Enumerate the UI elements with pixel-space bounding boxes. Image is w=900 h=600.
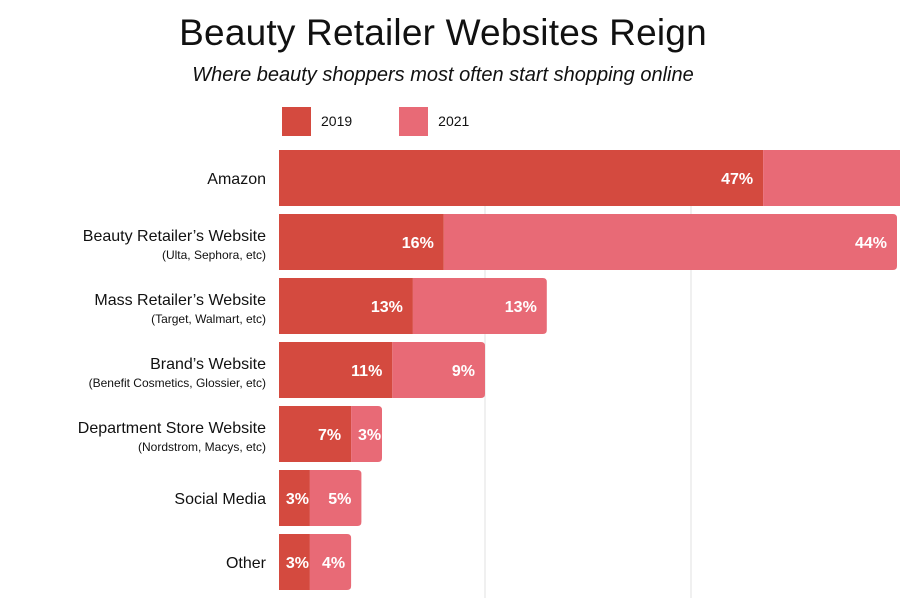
category-label: Department Store Website: [78, 420, 266, 437]
value-label-2021-4: 9%: [452, 363, 475, 380]
value-label-2019-7: 3%: [286, 555, 309, 572]
value-label-2021-3: 13%: [505, 299, 537, 316]
value-label-2019-2: 16%: [402, 235, 434, 252]
bar-2021-6: [309, 470, 362, 526]
category-sublabel: (Target, Walmart, etc): [151, 312, 266, 326]
category-label: Beauty Retailer’s Website: [83, 228, 266, 245]
bar-2021-1: [763, 150, 900, 206]
bar-2021-2: [443, 214, 897, 270]
bar-2019-6: [279, 470, 310, 526]
chart-title: Beauty Retailer Websites Reign: [179, 12, 707, 53]
bar-2021-7: [309, 534, 352, 590]
category-label: Amazon: [207, 171, 266, 188]
legend: 2019 2021: [282, 106, 516, 136]
category-sublabel: (Benefit Cosmetics, Glossier, etc): [89, 376, 266, 390]
bar-2019-2: [279, 214, 444, 270]
legend-swatch-2019: [282, 106, 311, 136]
legend-swatch-2021: [399, 106, 429, 136]
bar-2021-4: [392, 342, 485, 398]
value-label-2019-6: 3%: [286, 491, 309, 508]
legend-item-2019: 2019: [282, 106, 353, 136]
value-label-2019-1: 47%: [721, 171, 753, 188]
category-sublabel: (Ulta, Sephora, etc): [162, 248, 266, 262]
bar-2019-1: [279, 150, 764, 206]
category-sublabel: (Nordstrom, Macys, etc): [138, 440, 266, 454]
bar-2019-3: [279, 278, 413, 334]
category-label: Social Media: [174, 491, 266, 508]
category-label: Mass Retailer’s Website: [94, 292, 266, 309]
value-label-2021-6: 5%: [328, 491, 351, 508]
legend-label-2019: 2019: [321, 113, 353, 129]
bar-2021-5: [351, 406, 382, 462]
chart-subtitle: Where beauty shoppers most often start s…: [192, 64, 694, 86]
value-label-2019-3: 13%: [371, 299, 403, 316]
value-label-2019-4: 11%: [351, 363, 382, 380]
value-label-2021-2: 44%: [855, 235, 887, 252]
bar-2019-5: [279, 406, 352, 462]
category-label: Brand’s Website: [150, 356, 266, 373]
value-label-2019-5: 7%: [318, 427, 341, 444]
category-label: Other: [226, 555, 267, 572]
legend-label-2021: 2021: [438, 113, 470, 129]
bar-2021-3: [412, 278, 547, 334]
legend-item-2021: 2021: [399, 106, 470, 136]
bar-2019-7: [279, 534, 310, 590]
value-label-2021-7: 4%: [322, 555, 345, 572]
bar-2019-4: [279, 342, 393, 398]
value-label-2021-5: 3%: [358, 427, 381, 444]
